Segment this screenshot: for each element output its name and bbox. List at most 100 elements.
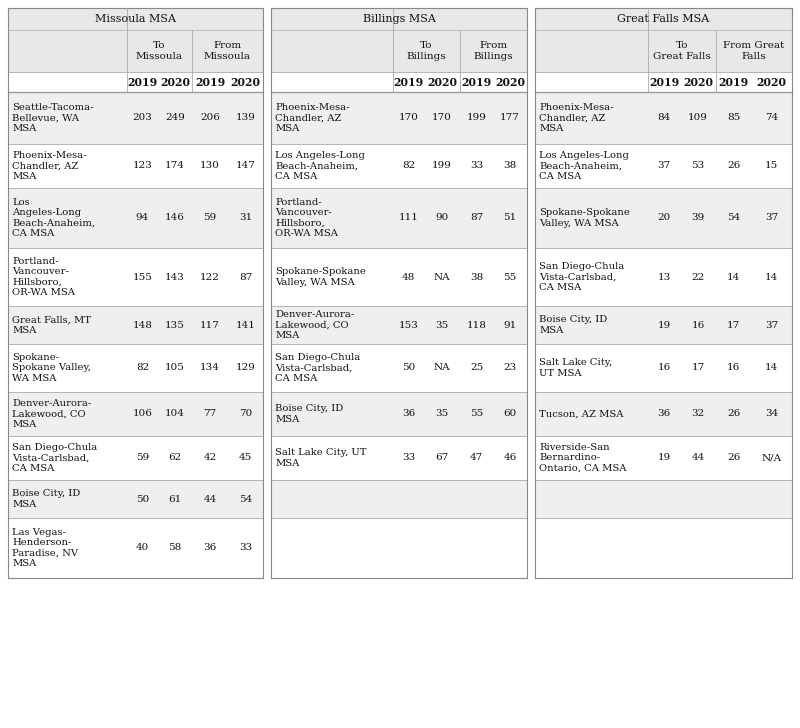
Bar	[271, 392, 527, 436]
Text: 59: 59	[203, 213, 217, 223]
Text: 14: 14	[765, 272, 778, 282]
Bar	[393, 30, 460, 72]
Text: 155: 155	[133, 272, 153, 282]
Text: 106: 106	[133, 409, 153, 419]
Text: Great Falls, MT
MSA: Great Falls, MT MSA	[12, 315, 91, 335]
Text: 16: 16	[727, 363, 740, 373]
Text: Portland-
Vancouver-
Hillsboro,
OR-WA MSA: Portland- Vancouver- Hillsboro, OR-WA MS…	[12, 257, 75, 297]
Text: 70: 70	[239, 409, 252, 419]
Text: 170: 170	[398, 114, 418, 122]
Bar	[0, 144, 800, 188]
Bar	[8, 92, 263, 144]
Bar	[535, 436, 792, 480]
Text: 39: 39	[691, 213, 705, 223]
Text: Boise City, ID
MSA: Boise City, ID MSA	[275, 404, 343, 424]
Bar	[8, 30, 127, 72]
Text: 206: 206	[200, 114, 220, 122]
Text: To
Missoula: To Missoula	[136, 41, 183, 60]
Text: 91: 91	[503, 320, 517, 330]
Text: 177: 177	[500, 114, 520, 122]
Text: 203: 203	[133, 114, 153, 122]
Text: 14: 14	[727, 272, 740, 282]
Text: 37: 37	[765, 213, 778, 223]
Text: 84: 84	[658, 114, 670, 122]
Bar	[0, 306, 800, 344]
Bar	[8, 306, 263, 344]
Text: 37: 37	[765, 320, 778, 330]
Text: Salt Lake City, UT
MSA: Salt Lake City, UT MSA	[275, 448, 366, 467]
Text: 44: 44	[691, 454, 705, 462]
Text: Riverside-San
Bernardino-
Ontario, CA MSA: Riverside-San Bernardino- Ontario, CA MS…	[539, 443, 626, 473]
Bar	[271, 72, 527, 92]
Bar	[8, 248, 263, 306]
Text: 51: 51	[503, 213, 517, 223]
Text: 135: 135	[165, 320, 185, 330]
Bar	[8, 144, 263, 188]
Text: 122: 122	[200, 272, 220, 282]
Text: 26: 26	[727, 162, 740, 170]
Text: 60: 60	[503, 409, 517, 419]
Bar	[0, 480, 800, 518]
Text: 82: 82	[402, 162, 415, 170]
Text: 118: 118	[466, 320, 486, 330]
Text: 2020: 2020	[160, 76, 190, 87]
Text: To
Billings: To Billings	[406, 41, 446, 60]
Bar	[0, 92, 800, 144]
Bar	[8, 344, 263, 392]
Text: 58: 58	[168, 544, 182, 553]
Text: 38: 38	[503, 162, 517, 170]
Text: Los
Angeles-Long
Beach-Anaheim,
CA MSA: Los Angeles-Long Beach-Anaheim, CA MSA	[12, 198, 95, 238]
Text: 55: 55	[503, 272, 517, 282]
Text: 54: 54	[239, 494, 252, 504]
Bar	[535, 30, 648, 72]
Text: 87: 87	[239, 272, 252, 282]
Text: 53: 53	[691, 162, 705, 170]
Bar	[535, 306, 792, 344]
Text: 2020: 2020	[230, 76, 261, 87]
Bar	[0, 518, 800, 578]
Bar	[8, 436, 263, 480]
Bar	[127, 30, 192, 72]
Bar	[535, 344, 792, 392]
Bar	[460, 30, 527, 72]
Text: 146: 146	[165, 213, 185, 223]
Bar	[0, 30, 800, 72]
Bar	[271, 30, 393, 72]
Text: 35: 35	[435, 409, 449, 419]
Text: 17: 17	[727, 320, 740, 330]
Text: Phoenix-Mesa-
Chandler, AZ
MSA: Phoenix-Mesa- Chandler, AZ MSA	[275, 103, 350, 133]
Bar	[8, 518, 263, 578]
Text: 199: 199	[466, 114, 486, 122]
Text: 2019: 2019	[394, 76, 423, 87]
Text: 36: 36	[658, 409, 670, 419]
Text: 143: 143	[165, 272, 185, 282]
Text: 147: 147	[235, 162, 255, 170]
Text: 2019: 2019	[462, 76, 491, 87]
Text: 23: 23	[503, 363, 517, 373]
Text: 32: 32	[691, 409, 705, 419]
Bar	[271, 436, 527, 480]
Text: 94: 94	[136, 213, 149, 223]
Text: 134: 134	[200, 363, 220, 373]
Text: San Diego-Chula
Vista-Carlsbad,
CA MSA: San Diego-Chula Vista-Carlsbad, CA MSA	[12, 443, 98, 473]
Text: 130: 130	[200, 162, 220, 170]
Bar	[8, 188, 263, 248]
Text: 46: 46	[503, 454, 517, 462]
Text: 2019: 2019	[127, 76, 158, 87]
Text: 129: 129	[235, 363, 255, 373]
Bar	[8, 392, 263, 436]
Text: 26: 26	[727, 454, 740, 462]
Text: From
Missoula: From Missoula	[204, 41, 251, 60]
Bar	[8, 480, 263, 518]
Text: 85: 85	[727, 114, 740, 122]
Text: NA: NA	[434, 363, 450, 373]
Text: Missoula MSA: Missoula MSA	[95, 14, 176, 24]
Text: 16: 16	[691, 320, 705, 330]
Bar	[716, 30, 792, 72]
Text: 19: 19	[658, 320, 670, 330]
Bar	[648, 30, 716, 72]
Text: Spokane-Spokane
Valley, WA MSA: Spokane-Spokane Valley, WA MSA	[275, 267, 366, 287]
Text: 42: 42	[203, 454, 217, 462]
Text: To
Great Falls: To Great Falls	[653, 41, 711, 60]
Text: 67: 67	[435, 454, 449, 462]
